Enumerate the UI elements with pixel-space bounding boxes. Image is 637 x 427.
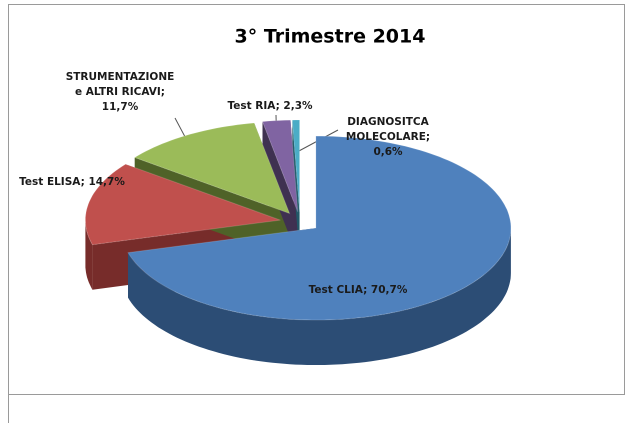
slice <box>127 135 512 321</box>
data-label: Test CLIA; 70,7% <box>309 284 408 296</box>
labels: Test CLIA; 70,7% Test ELISA; 14,7% STRUMEN… <box>19 71 430 296</box>
data-label: MOLECOLARE; <box>346 131 430 143</box>
slice <box>133 122 291 215</box>
data-label: Test ELISA; 14,7% <box>19 176 125 188</box>
slice-wall <box>292 120 300 257</box>
slice <box>261 119 299 213</box>
data-label: DIAGNOSITCA <box>347 116 429 128</box>
data-label: Test RIA; 2,3% <box>227 100 313 112</box>
data-label: 11,7% <box>102 101 139 113</box>
pie <box>84 119 512 365</box>
slice-side <box>85 220 93 290</box>
data-label: 0,6% <box>373 146 403 158</box>
slice <box>291 119 301 213</box>
slice <box>84 163 281 246</box>
slice-side <box>128 228 511 365</box>
chart-title: 3° Trimestre 2014 <box>235 26 426 48</box>
data-label: e ALTRI RICAVI; <box>75 86 165 98</box>
data-label: STRUMENTAZIONE <box>66 71 175 83</box>
